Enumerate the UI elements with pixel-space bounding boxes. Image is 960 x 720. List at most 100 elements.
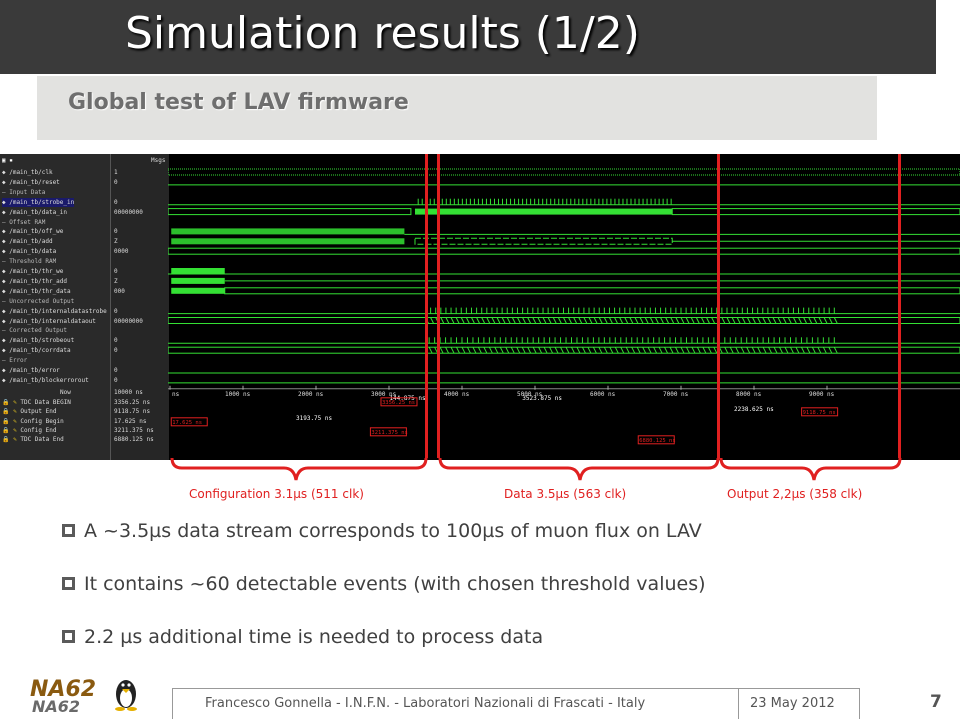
cursor-name[interactable]: 🔒 ✎ Config Begin (2, 417, 64, 425)
int-dataout-edge (598, 317, 603, 324)
data-trace (168, 247, 960, 255)
int-dataout-edge (593, 317, 598, 324)
cursor-name[interactable]: 🔒 ✎ TDC Data BEGIN (2, 398, 71, 406)
signal-name[interactable]: ◆ /main_tb/blockerrorout (2, 376, 89, 384)
corrdata-edge (483, 346, 488, 354)
corrdata-edge (609, 346, 614, 354)
corrdata-edge (822, 346, 827, 354)
cursor-tag-box (380, 397, 418, 407)
corrdata-edge (527, 346, 532, 354)
signal-name[interactable]: ◆ /main_tb/strobeout (2, 337, 75, 345)
signal-name[interactable]: ◆ /main_tb/internaldatastrobe (2, 307, 107, 315)
int-dataout-edge (547, 317, 552, 324)
signal-group-label[interactable]: — Input Data (2, 188, 46, 196)
signal-value: 00000000 (114, 208, 143, 216)
data-brace (438, 457, 720, 481)
int-dataout-edge (583, 317, 588, 324)
cursor-name[interactable]: 🔒 ✎ Output End (2, 408, 57, 416)
signal-name[interactable]: ◆ /main_tb/internaldataout (2, 317, 96, 325)
corrdata-edge (658, 346, 663, 354)
signal-name[interactable]: ◆ /main_tb/error (2, 367, 60, 374)
corrdata-edge (477, 346, 482, 354)
int-dataout-edge (609, 317, 613, 324)
output-brace (719, 457, 902, 481)
signal-name[interactable]: ◆ /main_tb/data (2, 248, 57, 256)
corrdata-edge (790, 346, 794, 354)
signal-name[interactable]: ◆ /main_tb/corrdata (2, 347, 71, 355)
cursor-tag-label: 9118.75 ns (803, 410, 836, 416)
int-dataout-edge (782, 317, 787, 324)
signal-name[interactable]: ◆ /main_tb/data_in (2, 208, 68, 216)
cursor-name[interactable]: 🔒 ✎ TDC Data End (2, 436, 64, 444)
cursor-delta-label: 2238.625 ns (734, 406, 774, 413)
int-dataout-edge (557, 317, 562, 324)
corrdata-edge (746, 346, 751, 354)
signal-name[interactable]: ◆ /main_tb/thr_data (2, 287, 71, 295)
corrdata-edge (488, 346, 493, 354)
cursor-value: 3356.25 ns (114, 398, 151, 406)
corrdata-edge (642, 346, 647, 354)
int-dataout-edge (624, 317, 629, 324)
signal-group-label[interactable]: — Uncorrected Output (2, 297, 75, 305)
signal-name[interactable]: ◆ /main_tb/thr_we (2, 268, 64, 275)
int-dataout-edge (465, 317, 470, 324)
corrdata-edge (779, 346, 783, 354)
corrdata-edge (724, 346, 729, 354)
signal-name[interactable]: ◆ /main_tb/reset (2, 178, 60, 186)
corrdata-edge (729, 346, 734, 354)
cursor-tag-label: 17.625 ns (172, 420, 202, 426)
page-number: 7 (930, 692, 942, 712)
signal-name[interactable]: ◆ /main_tb/off_we (2, 228, 64, 236)
signal-group-label[interactable]: — Error (2, 357, 28, 365)
int-dataout-edge (440, 317, 445, 324)
int-dataout-edge (746, 317, 751, 324)
int-dataout-edge (522, 317, 527, 324)
data-in-bus-active (414, 208, 673, 215)
bullet-text: 2.2 µs additional time is needed to proc… (84, 626, 544, 648)
signal-value: 0 (114, 347, 118, 355)
signal-name[interactable]: ◆ /main_tb/thr_add (2, 277, 68, 285)
corrdata-edge (768, 346, 773, 354)
signal-value: 0 (114, 337, 118, 345)
signal-value: 0000 (114, 248, 129, 256)
time-tick-label: 7000 ns (663, 391, 689, 398)
signal-value: 0 (114, 307, 118, 315)
signal-group-label[interactable]: — Offset RAM (2, 218, 46, 226)
int-dataout-edge (752, 317, 756, 324)
subtitle-bar (37, 76, 877, 140)
data-end-marker (717, 154, 720, 458)
corrdata-edge (521, 346, 526, 354)
signal-group-label[interactable]: — Corrected Output (2, 327, 68, 335)
signal-name[interactable]: ◆ /main_tb/add (2, 238, 53, 246)
int-dataout-edge (767, 317, 772, 324)
corrdata-edge (445, 346, 450, 354)
signal-name[interactable]: ◆ /main_tb/clk (2, 169, 53, 176)
corrdata-edge (691, 346, 696, 354)
square-bullet-icon (62, 524, 75, 537)
signal-name[interactable]: ◆ /main_tb/strobe_in (2, 197, 75, 207)
corrdata-edge (664, 346, 669, 354)
config-brace (170, 457, 428, 481)
time-tick-label: 2000 ns (298, 391, 324, 398)
int-dataout-edge (772, 317, 777, 324)
corrdata-edge (505, 346, 510, 354)
data-begin-marker (437, 154, 440, 458)
int-dataout-edge (833, 317, 838, 324)
int-dataout-edge (757, 317, 762, 324)
corrdata-edge (428, 346, 433, 354)
corrdata-edge (653, 346, 658, 354)
int-dataout-edge (741, 317, 746, 324)
footer-date: 23 May 2012 (750, 696, 835, 711)
int-dataout-edge (700, 317, 705, 324)
signal-group-label[interactable]: — Threshold RAM (2, 258, 57, 266)
cursor-name[interactable]: 🔒 ✎ Config End (2, 427, 57, 434)
now-value: 10000 ns (114, 388, 143, 396)
cursor-value: 9118.75 ns (114, 408, 151, 416)
corrdata-edge (456, 346, 460, 354)
corrdata-edge (751, 346, 756, 354)
int-dataout-edge (787, 317, 792, 324)
cursor-tag-box (637, 435, 675, 445)
time-tick-label: 4000 ns (444, 391, 470, 398)
int-dataout-edge (445, 317, 450, 324)
corrdata-edge (625, 346, 630, 354)
